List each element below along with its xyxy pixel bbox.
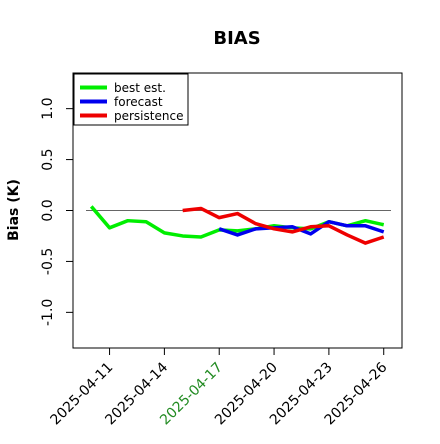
chart-title: BIAS <box>213 28 260 49</box>
y-tick-label: -0.5 <box>40 248 56 275</box>
y-tick-label: 0.0 <box>40 199 56 221</box>
legend-label-best-est: best est. <box>114 81 166 95</box>
legend-label-forecast: forecast <box>114 95 163 109</box>
legend-label-persistence: persistence <box>114 109 183 123</box>
series-lines <box>89 205 385 245</box>
y-tick-label: -1.0 <box>40 299 56 326</box>
y-tick-label: 0.5 <box>40 148 56 170</box>
plot-area-border <box>72 72 403 349</box>
y-tick-label: 1.0 <box>40 98 56 120</box>
y-axis: -1.0 -0.5 0.0 0.5 1.0 <box>40 98 73 326</box>
legend: best est. forecast persistence <box>73 73 189 126</box>
series-line-persistence <box>182 206 385 245</box>
y-axis-label: Bias (K) <box>6 179 22 241</box>
